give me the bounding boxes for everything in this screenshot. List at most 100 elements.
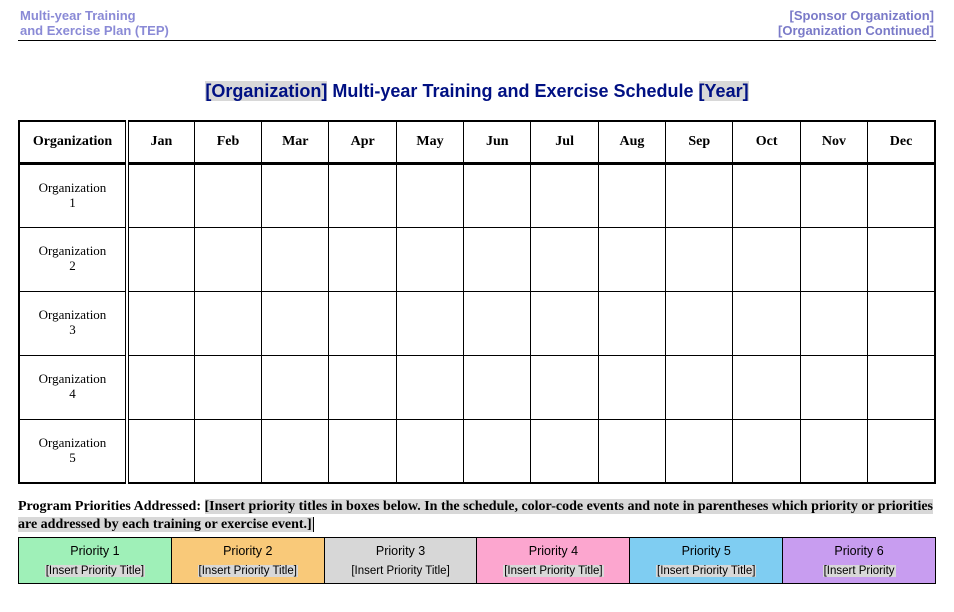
schedule-cell	[666, 291, 733, 355]
table-row: Organization4	[19, 355, 935, 419]
schedule-cell	[531, 227, 598, 291]
header-right-line2: [Organization Continued]	[778, 23, 934, 38]
col-header-month: Jun	[464, 121, 531, 163]
schedule-cell	[127, 227, 194, 291]
col-header-organization: Organization	[19, 121, 127, 163]
page-title: [Organization] Multi-year Training and E…	[18, 81, 936, 102]
schedule-cell	[194, 291, 261, 355]
priority-title-placeholder: [Insert Priority Title]	[198, 565, 298, 577]
schedule-cell	[733, 163, 800, 227]
schedule-cell	[396, 291, 463, 355]
schedule-cell	[127, 291, 194, 355]
schedule-cell	[194, 355, 261, 419]
schedule-cell	[396, 355, 463, 419]
priority-name: Priority 2	[176, 544, 320, 558]
schedule-cell	[666, 419, 733, 483]
col-header-month: Jan	[127, 121, 194, 163]
priority-title-placeholder: [Insert Priority	[823, 565, 896, 577]
table-row: Organization3	[19, 291, 935, 355]
schedule-cell	[800, 227, 867, 291]
schedule-table: Organization Jan Feb Mar Apr May Jun Jul…	[18, 120, 936, 484]
priority-cell-4: Priority 4 [Insert Priority Title]	[477, 538, 630, 583]
org-cell: Organization3	[19, 291, 127, 355]
priority-name: Priority 5	[634, 544, 778, 558]
title-middle: Multi-year Training and Exercise Schedul…	[327, 81, 698, 101]
priority-name: Priority 6	[787, 544, 931, 558]
org-cell: Organization5	[19, 419, 127, 483]
priority-title-placeholder: [Insert Priority Title]	[350, 565, 450, 577]
schedule-cell	[531, 163, 598, 227]
schedule-cell	[598, 355, 665, 419]
schedule-cell	[396, 163, 463, 227]
schedule-cell	[733, 419, 800, 483]
col-header-month: Dec	[868, 121, 935, 163]
priority-cell-1: Priority 1 [Insert Priority Title]	[19, 538, 172, 583]
table-row: Organization1	[19, 163, 935, 227]
header-right: [Sponsor Organization] [Organization Con…	[778, 8, 934, 38]
schedule-cell	[666, 163, 733, 227]
schedule-cell	[127, 355, 194, 419]
schedule-header-row: Organization Jan Feb Mar Apr May Jun Jul…	[19, 121, 935, 163]
schedule-cell	[800, 355, 867, 419]
col-header-month: Nov	[800, 121, 867, 163]
col-header-month: May	[396, 121, 463, 163]
col-header-month: Feb	[194, 121, 261, 163]
header-right-line1: [Sponsor Organization]	[790, 8, 934, 23]
col-header-month: Oct	[733, 121, 800, 163]
priority-cell-5: Priority 5 [Insert Priority Title]	[630, 538, 783, 583]
priority-name: Priority 3	[329, 544, 473, 558]
header-left-line2: and Exercise Plan (TEP)	[20, 23, 169, 38]
col-header-month: Apr	[329, 121, 396, 163]
header-left-line1: Multi-year Training	[20, 8, 136, 23]
schedule-cell	[127, 419, 194, 483]
priority-name: Priority 4	[481, 544, 625, 558]
header-left: Multi-year Training and Exercise Plan (T…	[20, 8, 169, 38]
schedule-cell	[464, 419, 531, 483]
schedule-cell	[800, 291, 867, 355]
priorities-instruction: Program Priorities Addressed: [Insert pr…	[18, 498, 936, 533]
schedule-cell	[868, 163, 935, 227]
schedule-cell	[868, 291, 935, 355]
schedule-cell	[329, 355, 396, 419]
schedule-cell	[262, 291, 329, 355]
schedule-cell	[733, 291, 800, 355]
schedule-body: Organization1 Organization2 Organization…	[19, 163, 935, 483]
priority-cell-6: Priority 6 [Insert Priority	[783, 538, 935, 583]
schedule-cell	[800, 163, 867, 227]
schedule-cell	[531, 355, 598, 419]
priority-title-placeholder: [Insert Priority Title]	[45, 565, 145, 577]
page: Multi-year Training and Exercise Plan (T…	[0, 0, 954, 584]
priority-title-placeholder: [Insert Priority Title]	[656, 565, 756, 577]
schedule-cell	[598, 227, 665, 291]
schedule-cell	[598, 163, 665, 227]
schedule-cell	[194, 163, 261, 227]
priority-cell-3: Priority 3 [Insert Priority Title]	[325, 538, 478, 583]
col-header-month: Sep	[666, 121, 733, 163]
priority-legend: Priority 1 [Insert Priority Title] Prior…	[18, 537, 936, 584]
schedule-cell	[329, 291, 396, 355]
priority-cell-2: Priority 2 [Insert Priority Title]	[172, 538, 325, 583]
schedule-cell	[329, 163, 396, 227]
col-header-month: Aug	[598, 121, 665, 163]
schedule-cell	[396, 419, 463, 483]
schedule-cell	[464, 355, 531, 419]
schedule-cell	[666, 355, 733, 419]
table-row: Organization2	[19, 227, 935, 291]
schedule-cell	[127, 163, 194, 227]
priorities-lead: Program Priorities Addressed:	[18, 499, 205, 514]
schedule-cell	[800, 419, 867, 483]
priority-title-placeholder: [Insert Priority Title]	[503, 565, 603, 577]
title-org-placeholder: [Organization]	[205, 81, 327, 101]
schedule-cell	[868, 227, 935, 291]
schedule-cell	[262, 355, 329, 419]
org-cell: Organization4	[19, 355, 127, 419]
schedule-cell	[262, 227, 329, 291]
schedule-cell	[666, 227, 733, 291]
schedule-cell	[598, 291, 665, 355]
schedule-cell	[194, 419, 261, 483]
schedule-cell	[262, 419, 329, 483]
document-header: Multi-year Training and Exercise Plan (T…	[18, 8, 936, 40]
schedule-cell	[531, 291, 598, 355]
col-header-month: Mar	[262, 121, 329, 163]
schedule-cell	[329, 227, 396, 291]
